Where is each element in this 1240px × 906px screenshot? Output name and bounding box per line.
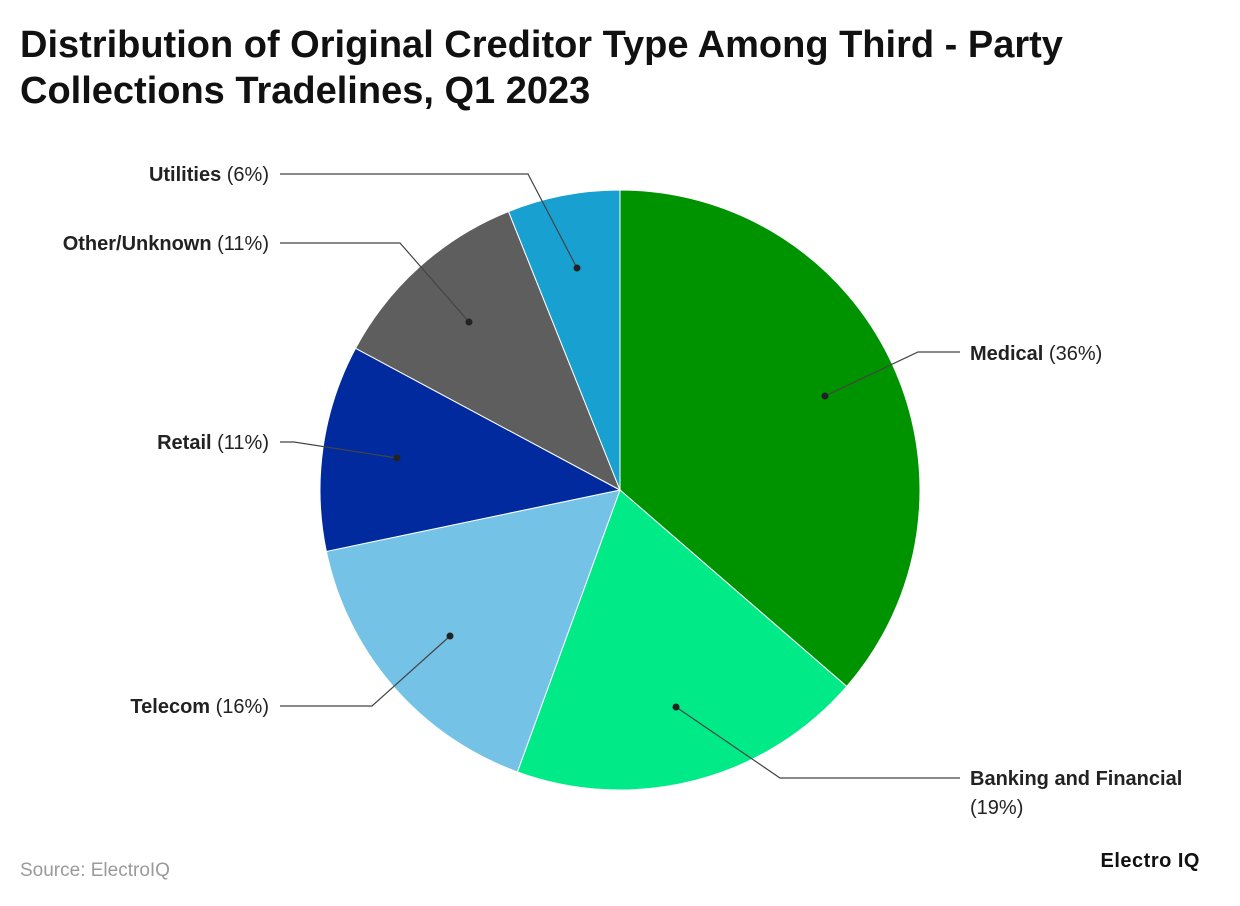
- leader-line: [280, 242, 470, 323]
- slice-label-value: (6%): [221, 164, 269, 186]
- leader-line: [280, 173, 578, 269]
- slice-label-value: (16%): [210, 696, 269, 718]
- leader-line: [280, 635, 451, 707]
- slice-label: Other/Unknown (11%): [63, 233, 269, 255]
- slice-label: Utilities (6%): [149, 164, 269, 186]
- pie-slice-banking-and-financial: [516, 489, 848, 791]
- slice-label-value: (11%): [212, 233, 269, 255]
- brand-logo: Electro IQ: [1100, 850, 1200, 872]
- slice-label: Banking and Financial (19%): [970, 768, 1182, 819]
- slice-label-name: Telecom: [130, 696, 210, 718]
- slice-label-name: Utilities: [149, 164, 221, 186]
- pie-slice-medical: [619, 189, 921, 688]
- leader-lines: [280, 173, 960, 779]
- leader-line: [675, 706, 960, 779]
- slice-label-name: Other/Unknown: [63, 233, 212, 255]
- chart-title: Distribution of Original Creditor Type A…: [20, 24, 1063, 112]
- slice-labels: Medical (36%) Banking and Financial (19%) T…: [63, 164, 1183, 819]
- leader-line: [824, 351, 960, 397]
- leader-dot: [672, 703, 680, 711]
- slice-label-name: Retail: [157, 432, 211, 454]
- pie-slice-utilities: [507, 189, 621, 491]
- leader-dot: [821, 392, 829, 400]
- slice-label-value: (11%): [212, 432, 269, 454]
- slice-label-name: Banking and Financial: [970, 768, 1182, 790]
- leader-dot: [446, 632, 454, 640]
- pie-slices: [319, 189, 921, 791]
- leader-line: [280, 441, 398, 459]
- leader-dot: [573, 264, 581, 272]
- leader-dot: [393, 454, 401, 462]
- slice-label: Telecom (16%): [130, 696, 269, 718]
- slice-label: Medical (36%): [970, 343, 1102, 365]
- leader-dot: [465, 318, 473, 326]
- slice-label: Retail (11%): [157, 432, 269, 454]
- source-note: Source: ElectroIQ: [20, 860, 170, 881]
- slice-label-value: (36%): [1043, 343, 1102, 365]
- slice-label-name: Medical: [970, 343, 1043, 365]
- slice-label-value: (19%): [970, 797, 1023, 819]
- pie-slice-retail: [319, 347, 622, 553]
